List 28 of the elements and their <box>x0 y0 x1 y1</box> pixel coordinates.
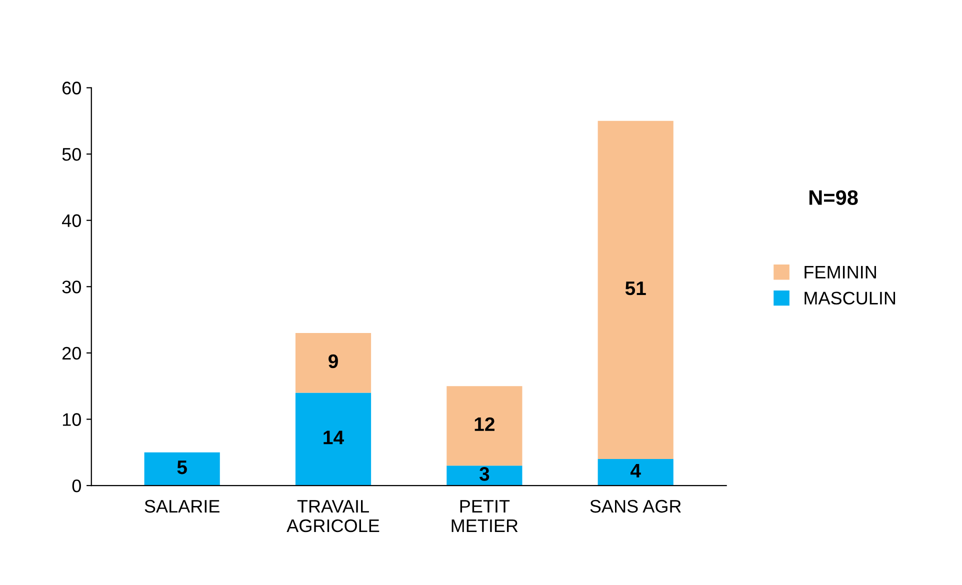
y-tick-label: 40 <box>62 214 81 228</box>
x-tick-label: TRAVAIL AGRICOLE <box>286 500 380 532</box>
legend-label: MASCULIN <box>804 292 896 305</box>
bar <box>295 392 372 486</box>
bar <box>598 120 674 460</box>
y-tick-label: 0 <box>72 479 81 492</box>
y-tick-label: 20 <box>62 346 81 360</box>
text: N=98 <box>809 190 858 205</box>
bar <box>295 333 372 393</box>
bar <box>598 459 674 486</box>
y-tick-label: 10 <box>62 413 81 426</box>
data-label: 5 <box>177 460 187 474</box>
legend-label: FEMININ <box>804 266 876 278</box>
bar <box>144 452 220 486</box>
data-label: 14 <box>324 430 344 444</box>
bar <box>446 386 522 466</box>
bar <box>446 466 522 486</box>
data-label: 51 <box>625 282 646 296</box>
data-label: 12 <box>474 417 494 431</box>
y-tick-label: 50 <box>62 148 81 161</box>
data-label: 9 <box>328 354 338 368</box>
y-tick-label: 60 <box>62 82 81 94</box>
x-tick-label: PETIT METIER <box>452 500 518 532</box>
data-label: 4 <box>630 464 641 478</box>
x-tick-label: SALARIE <box>144 500 220 513</box>
y-tick-label: 30 <box>62 280 81 294</box>
x-tick-label: SANS AGR <box>590 500 681 513</box>
data-label: 3 <box>479 467 490 481</box>
